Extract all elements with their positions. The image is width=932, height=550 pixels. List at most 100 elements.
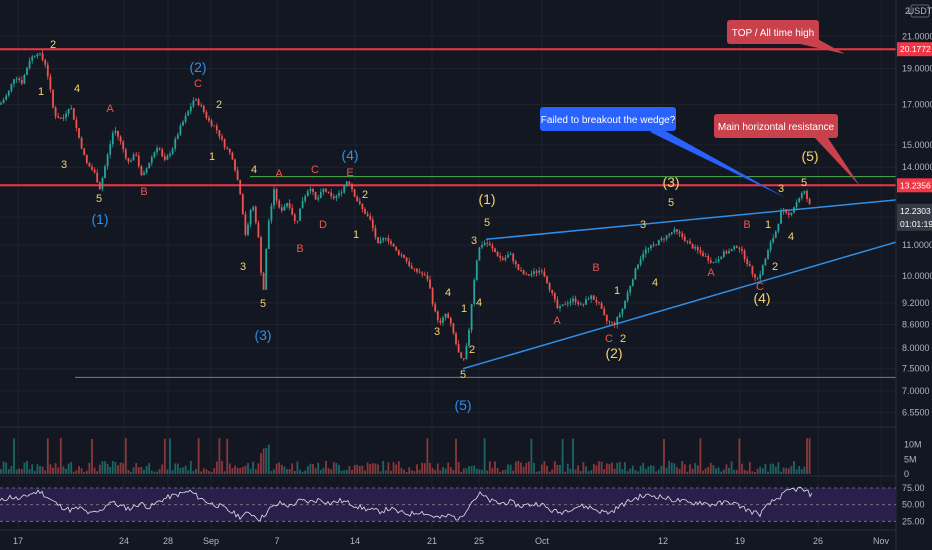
wave-label[interactable]: 3: [240, 261, 246, 273]
time-axis[interactable]: 17 24 28 Sep 7 14 21 25 Oct 12 19 26 Nov: [13, 536, 890, 546]
wave-label[interactable]: B: [296, 243, 303, 255]
wave-label[interactable]: 3: [778, 183, 784, 195]
wave-degree-label[interactable]: (4): [753, 290, 770, 306]
wave-label[interactable]: 1: [614, 285, 620, 297]
wave-label[interactable]: 5: [484, 217, 490, 229]
wave-degree-label[interactable]: (2): [605, 345, 622, 361]
callout-main-horizontal-resistance[interactable]: Main horizontal resistance: [714, 114, 860, 186]
wave-label[interactable]: 5: [96, 193, 102, 205]
candle: [176, 132, 179, 140]
wave-label[interactable]: 2: [216, 99, 222, 111]
wave-label[interactable]: A: [707, 267, 715, 279]
candle: [803, 190, 806, 195]
volume-bar: [332, 462, 335, 474]
candle: [83, 147, 86, 156]
wave-label[interactable]: 5: [668, 197, 674, 209]
volume-bar: [366, 462, 369, 474]
wave-degree-label[interactable]: (5): [454, 397, 471, 413]
wave-degree-label[interactable]: (2): [189, 59, 206, 75]
wave-label[interactable]: C: [756, 281, 764, 293]
candle: [473, 277, 476, 307]
wave-label[interactable]: A: [275, 168, 283, 180]
volume-bar: [665, 467, 668, 474]
wave-label[interactable]: 4: [788, 231, 794, 243]
wave-label[interactable]: 3: [471, 235, 477, 247]
callout-failed-breakout[interactable]: Failed to breakout the wedge?: [540, 107, 786, 198]
wave-label[interactable]: B: [743, 219, 750, 231]
wave-label[interactable]: C: [605, 333, 613, 345]
volume-bar: [361, 465, 364, 474]
candle: [676, 229, 678, 235]
volume-bar: [330, 469, 333, 474]
volume-bar: [488, 461, 491, 474]
wave-label[interactable]: 2: [50, 39, 56, 51]
volume-bar: [93, 467, 96, 474]
wave-label[interactable]: A: [553, 315, 561, 327]
wave-label[interactable]: 5: [460, 369, 466, 381]
wave-label[interactable]: 1: [461, 303, 467, 315]
wave-degree-label[interactable]: (5): [801, 148, 818, 164]
wave-label[interactable]: 1: [765, 219, 771, 231]
wave-degree-label[interactable]: (3): [662, 174, 679, 190]
candle: [754, 273, 756, 282]
candle: [501, 255, 504, 261]
rising-wedge: [462, 199, 897, 370]
wave-label[interactable]: 1: [38, 86, 44, 98]
candle: [202, 105, 205, 114]
wave-label[interactable]: 4: [445, 287, 451, 299]
candle: [530, 270, 533, 278]
volume-bar: [70, 462, 73, 474]
volume-bar: [442, 467, 444, 474]
candle: [452, 322, 455, 335]
callout-top-all-time-high[interactable]: TOP / All time high: [727, 20, 845, 54]
volume-tick-label: 5M: [904, 454, 917, 464]
wave-degree-label[interactable]: (4): [341, 147, 358, 163]
wave-label[interactable]: A: [106, 103, 114, 115]
wave-label[interactable]: 2: [620, 333, 626, 345]
volume-bar: [213, 468, 216, 474]
volume-bar: [668, 460, 671, 474]
candle: [348, 181, 351, 185]
wave-label[interactable]: 4: [652, 277, 658, 289]
wave-label[interactable]: B: [140, 186, 147, 198]
candle: [59, 116, 62, 120]
wave-label[interactable]: 5: [260, 298, 266, 310]
wave-label[interactable]: 2: [362, 189, 368, 201]
volume-bar: [351, 469, 353, 474]
wave-degree-label[interactable]: (1): [91, 211, 108, 227]
wave-label[interactable]: 4: [476, 297, 482, 309]
volume-bar: [574, 469, 577, 474]
wave-degree-label[interactable]: (3): [254, 327, 271, 343]
wave-label[interactable]: C: [194, 78, 202, 90]
wedge-lower-line[interactable]: [462, 241, 897, 370]
candle: [590, 294, 593, 303]
wave-degree-label[interactable]: (1): [478, 191, 495, 207]
candle: [613, 321, 616, 328]
wave-label[interactable]: 5: [801, 177, 807, 189]
volume-bar: [148, 463, 151, 474]
candle: [608, 320, 611, 325]
wave-label[interactable]: E: [346, 167, 353, 179]
wave-label[interactable]: 2: [772, 261, 778, 273]
volume-bar: [117, 465, 119, 474]
wedge-upper-line[interactable]: [485, 199, 897, 241]
volume-bar: [733, 469, 736, 474]
wave-label[interactable]: 3: [640, 219, 646, 231]
wave-label[interactable]: 4: [251, 164, 257, 176]
wave-label[interactable]: C: [311, 164, 319, 176]
wave-label[interactable]: 1: [353, 229, 359, 241]
volume-bar: [572, 438, 574, 474]
wave-label[interactable]: 3: [434, 326, 440, 338]
wave-label[interactable]: 4: [74, 83, 80, 95]
price-tick-label: 8.6000: [902, 320, 930, 330]
currency-box[interactable]: [910, 4, 930, 18]
wave-label[interactable]: 1: [209, 151, 215, 163]
candle: [486, 239, 489, 248]
wave-label[interactable]: 3: [61, 159, 67, 171]
wave-label[interactable]: 2: [469, 344, 475, 356]
volume-bar: [83, 472, 86, 474]
wave-label[interactable]: D: [319, 219, 327, 231]
volume-bar: [600, 461, 603, 474]
wave-label[interactable]: B: [592, 262, 599, 274]
